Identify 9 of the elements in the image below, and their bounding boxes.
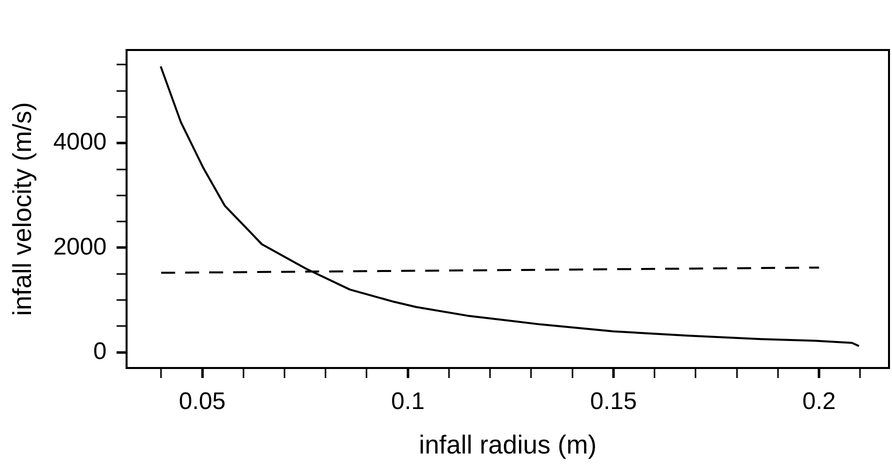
y-tick-label: 4000 [53, 128, 107, 156]
x-axis-title: infall radius (m) [418, 430, 597, 460]
y-axis-title: infall velocity (m/s) [6, 102, 37, 316]
x-tick-label: 0.2 [802, 388, 836, 416]
y-tick-label: 0 [93, 338, 107, 365]
x-tick-label: 0.1 [391, 388, 425, 416]
x-tick-label: 0.15 [590, 388, 637, 416]
x-tick-label: 0.05 [178, 388, 226, 416]
y-tick-label: 2000 [53, 233, 107, 260]
